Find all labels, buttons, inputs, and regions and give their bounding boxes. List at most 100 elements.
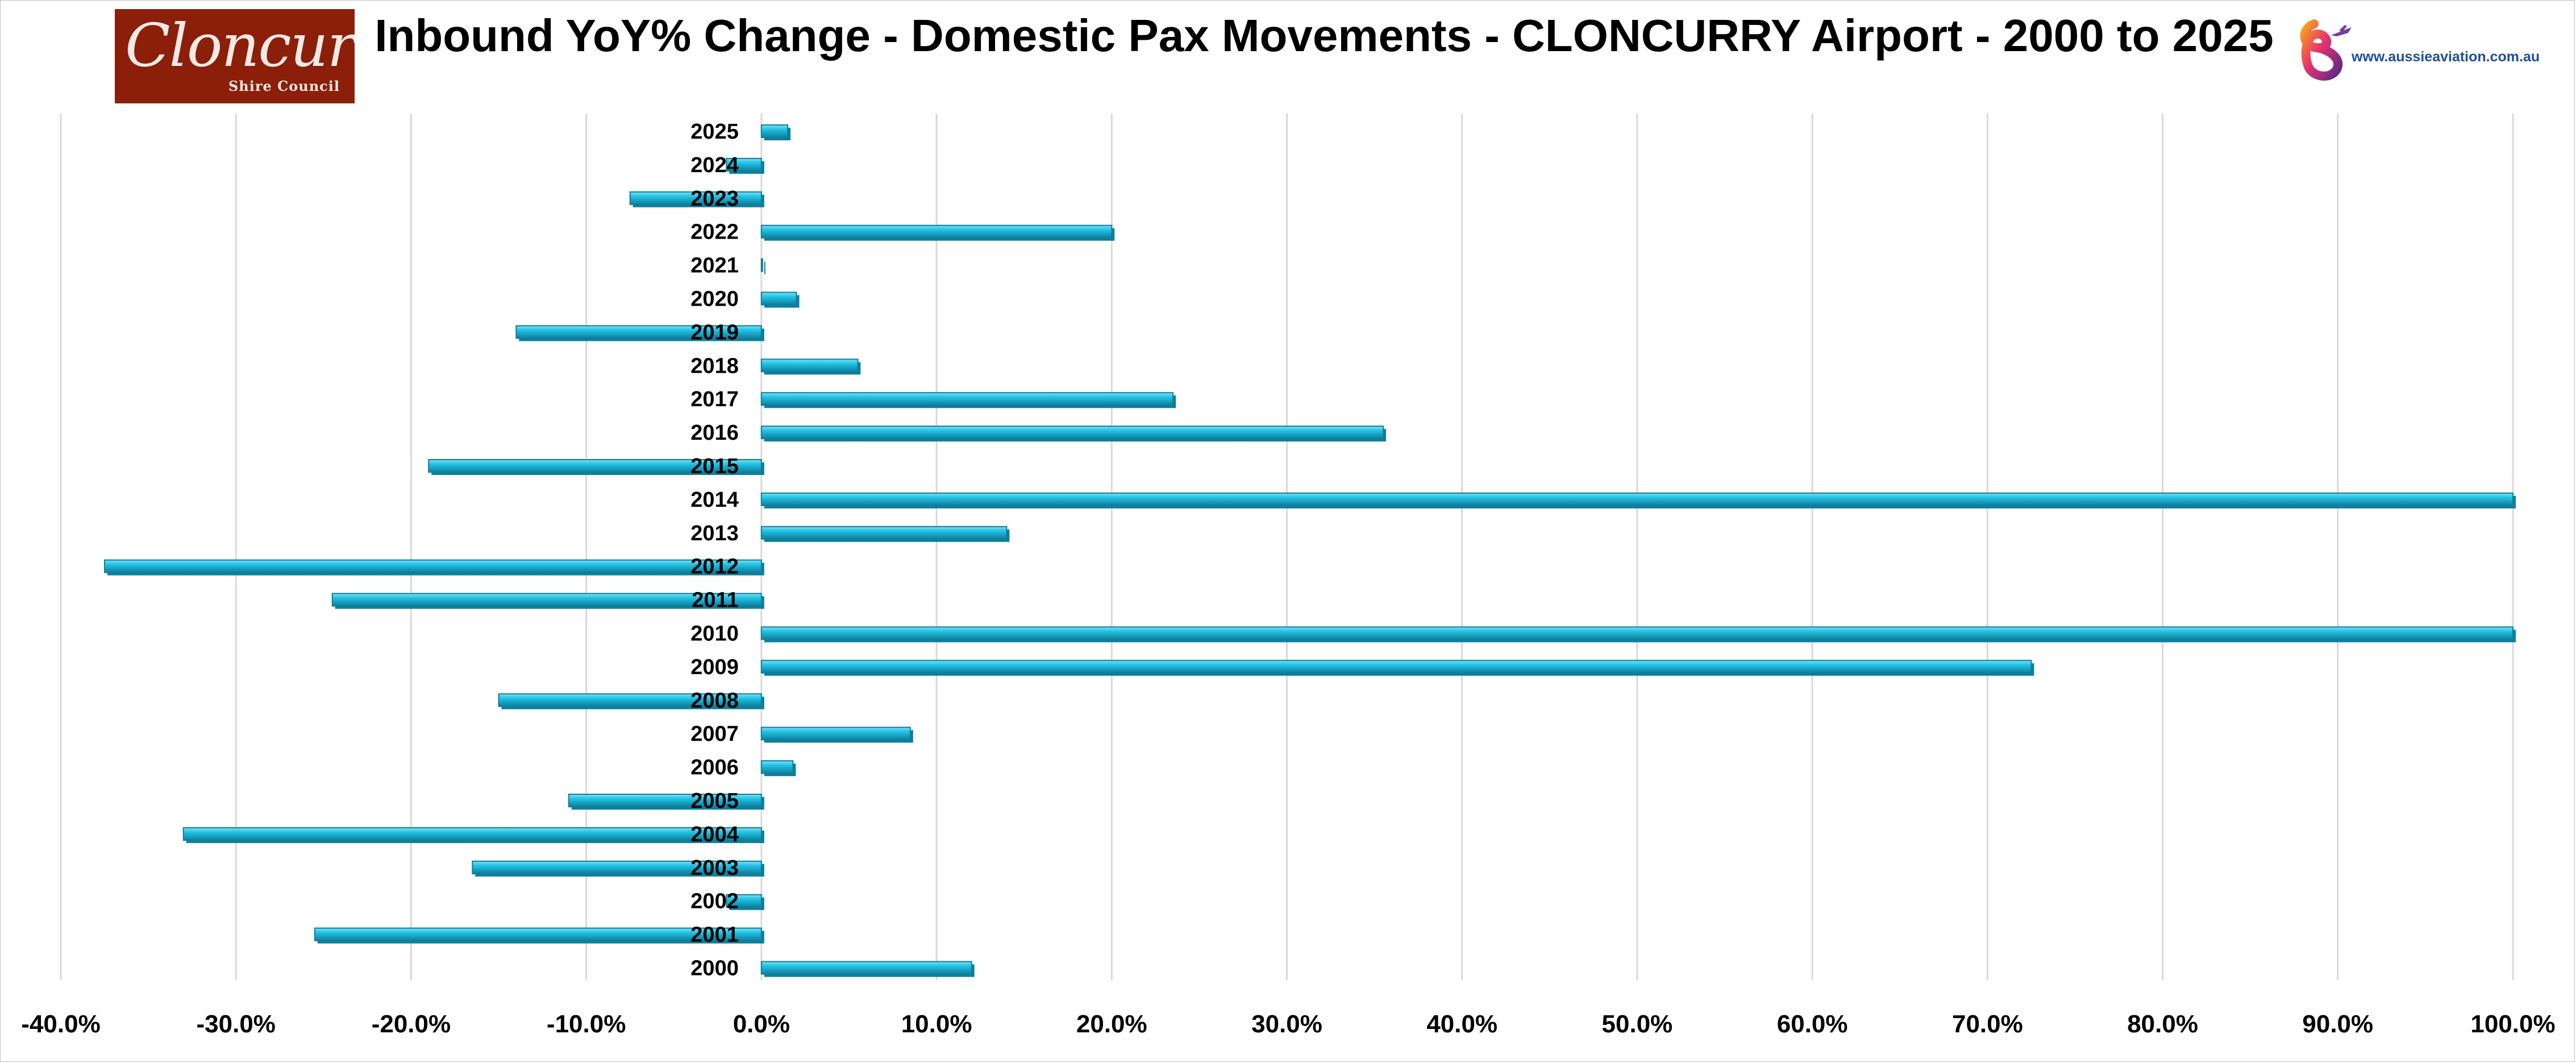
bar-2025 — [760, 124, 791, 140]
category-label: 2019 — [690, 320, 739, 344]
x-tick-label: -40.0% — [21, 1010, 100, 1038]
bar — [760, 492, 2513, 506]
bar-2007 — [760, 727, 913, 743]
chart-title: Inbound YoY% Change - Domestic Pax Movem… — [374, 10, 2274, 61]
bar-2018 — [760, 358, 861, 375]
bar-2020 — [760, 291, 800, 308]
bar-2010 — [760, 626, 2516, 643]
bar-2022 — [760, 224, 1115, 241]
category-label: 2016 — [690, 421, 739, 445]
x-tick-label: 70.0% — [1952, 1010, 2023, 1038]
bar-2000 — [760, 961, 975, 977]
category-label: 2013 — [690, 522, 739, 545]
bar — [568, 794, 762, 807]
bar — [760, 392, 1174, 406]
x-tick-label: 90.0% — [2302, 1010, 2373, 1038]
category-label: 2024 — [690, 153, 739, 177]
x-tick-label: 0.0% — [733, 1010, 790, 1038]
category-label: 2009 — [690, 655, 739, 679]
bar — [760, 124, 789, 138]
bar — [314, 927, 762, 941]
bar-2017 — [760, 392, 1176, 408]
bar — [760, 258, 763, 272]
x-tick-label: 20.0% — [1076, 1010, 1147, 1038]
aussie-aviation-logo: www.aussieaviation.com.au — [2297, 12, 2540, 86]
bar-2004 — [182, 827, 764, 843]
category-label: 2023 — [690, 187, 739, 211]
category-label: 2000 — [690, 957, 739, 981]
y-axis-category-labels: 2025 2024 2023 2022 2021 2020 2019 2018 2017 2016… — [690, 120, 739, 981]
category-label: 2010 — [690, 622, 739, 646]
x-tick-label: 30.0% — [1251, 1010, 1322, 1038]
bar — [472, 860, 762, 874]
x-tick-label: 50.0% — [1602, 1010, 1673, 1038]
logo-script-text: Cloncurry — [125, 11, 355, 80]
bar — [331, 593, 762, 607]
category-label: 2025 — [690, 120, 739, 144]
grid-lines — [60, 114, 2514, 980]
x-axis-tick-labels: -40.0% -30.0% -20.0% -10.0% 0.0% 10.0% 20.0% 30… — [21, 1010, 2555, 1038]
category-label: 2008 — [690, 689, 739, 712]
bar-2023 — [629, 191, 764, 207]
bar — [498, 693, 762, 707]
bar — [515, 325, 762, 339]
bar-2015 — [428, 459, 764, 475]
bar-2019 — [515, 325, 764, 341]
bar — [760, 760, 794, 774]
category-label: 2022 — [690, 220, 739, 244]
x-tick-label: 100.0% — [2470, 1010, 2555, 1038]
category-label: 2007 — [690, 722, 739, 746]
bar — [760, 526, 1008, 540]
bar — [760, 626, 2513, 640]
x-tick-label: 80.0% — [2127, 1010, 2198, 1038]
bar-2013 — [760, 526, 1010, 542]
category-label: 2014 — [690, 488, 739, 512]
bar-2021 — [760, 258, 765, 274]
bar-2008 — [498, 693, 764, 710]
bar-2001 — [314, 927, 764, 944]
bar-2009 — [760, 660, 2034, 676]
bar — [428, 459, 762, 473]
bar — [629, 191, 762, 205]
bar — [760, 224, 1113, 239]
category-label: 2001 — [690, 923, 739, 947]
bar-2011 — [331, 593, 764, 609]
bar-2012 — [104, 559, 764, 576]
category-label: 2004 — [690, 823, 739, 847]
cloncurry-shire-council-logo: Cloncurry Shire Council — [115, 9, 355, 103]
bar — [104, 559, 762, 573]
category-label: 2020 — [690, 287, 739, 311]
x-tick-label: 10.0% — [901, 1010, 972, 1038]
bar-2016 — [760, 426, 1387, 442]
bar-2024 — [726, 157, 764, 174]
bar — [760, 660, 2032, 674]
category-label: 2012 — [690, 555, 739, 579]
category-label: 2005 — [690, 789, 739, 813]
bar — [760, 961, 972, 975]
x-tick-label: 60.0% — [1777, 1010, 1848, 1038]
bar — [760, 291, 797, 306]
category-label: 2015 — [690, 455, 739, 478]
logo-sub-text: Shire Council — [228, 78, 340, 94]
x-tick-label: -30.0% — [197, 1010, 276, 1038]
category-label: 2018 — [690, 354, 739, 378]
category-label: 2002 — [690, 890, 739, 914]
bar-2005 — [568, 794, 764, 810]
bar-2003 — [472, 860, 764, 877]
bar-2006 — [760, 760, 796, 777]
bar — [182, 827, 762, 841]
bar — [726, 157, 762, 172]
bar — [760, 727, 911, 741]
website-text: www.aussieaviation.com.au — [2352, 49, 2540, 65]
bar-shadow — [764, 261, 765, 274]
x-tick-label: -20.0% — [372, 1010, 451, 1038]
category-label: 2017 — [690, 387, 739, 411]
bar — [760, 426, 1384, 440]
category-label: 2011 — [692, 589, 738, 612]
bars — [104, 124, 2516, 977]
bar — [726, 894, 762, 908]
bar-2002 — [726, 894, 764, 910]
x-tick-label: 40.0% — [1426, 1010, 1497, 1038]
